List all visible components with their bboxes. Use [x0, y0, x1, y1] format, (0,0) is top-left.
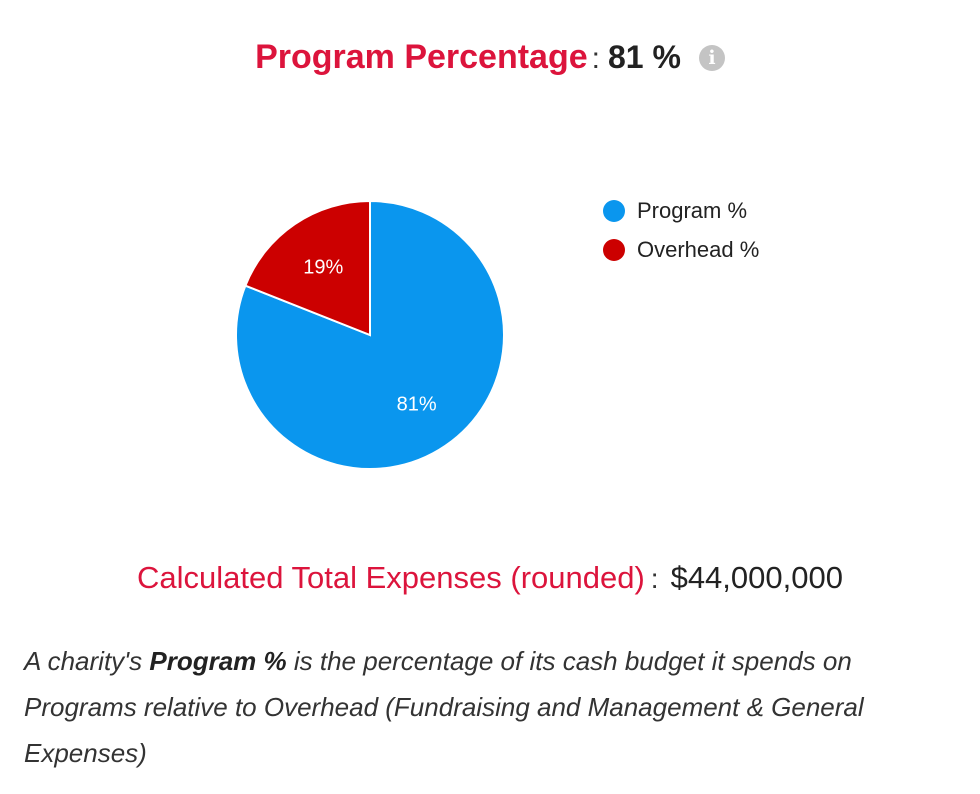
program-percentage-value: 81 %: [608, 39, 681, 75]
pie-chart: 81% 19%: [235, 199, 505, 470]
total-expenses-label: Calculated Total Expenses (rounded): [137, 560, 645, 595]
pie-label-overhead: 19%: [303, 256, 343, 278]
legend-item-program[interactable]: Program %: [603, 198, 759, 224]
legend-swatch-program: [603, 200, 625, 222]
legend-label-program: Program %: [637, 198, 748, 223]
chart-legend: Program % Overhead %: [603, 198, 759, 276]
legend-item-overhead[interactable]: Overhead %: [603, 237, 759, 263]
total-expenses-value: $44,000,000: [670, 560, 843, 595]
pie-slice-overhead[interactable]: [244, 199, 371, 337]
description-suffix: is the percentage of its cash budget it …: [24, 646, 864, 768]
heading-colon: :: [591, 42, 600, 75]
description-bold-term: Program %: [149, 646, 287, 676]
expenses-colon: :: [650, 563, 659, 594]
legend-label-overhead: Overhead %: [637, 237, 760, 262]
program-percentage-label: Program Percentage: [255, 38, 588, 76]
total-expenses-row: Calculated Total Expenses (rounded): $44,…: [0, 560, 980, 596]
pie-label-program: 81%: [397, 394, 437, 416]
program-description: A charity's Program % is the percentage …: [24, 638, 964, 776]
legend-swatch-overhead: [603, 239, 625, 261]
description-prefix: A charity's: [24, 646, 150, 676]
program-percentage-heading: Program Percentage:81 % i: [0, 38, 980, 77]
info-icon[interactable]: i: [698, 45, 725, 71]
